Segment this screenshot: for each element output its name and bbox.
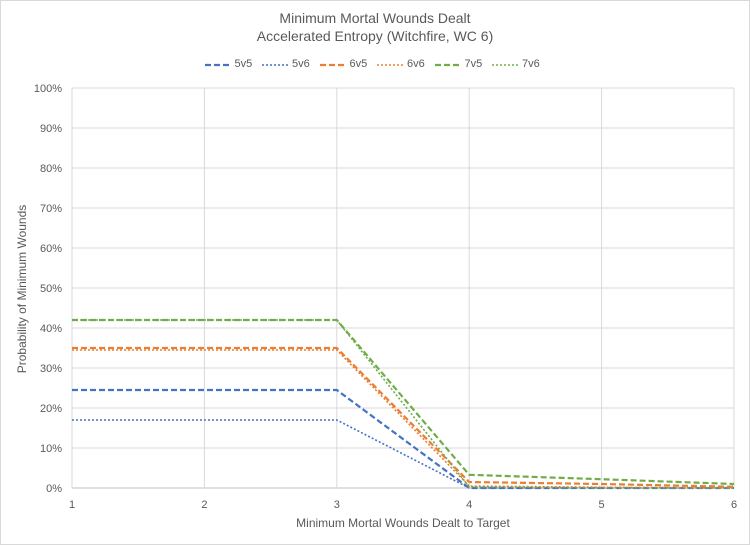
series-line-6v5 [72,346,735,488]
y-tick-label: 70% [40,203,62,215]
series-lines [72,318,735,490]
legend-label: 6v5 [349,58,368,70]
legend-swatch [492,64,518,66]
legend-label: 5v5 [234,58,253,70]
legend-label: 7v6 [522,58,540,70]
legend-label: 6v6 [407,58,425,70]
y-tick-label: 50% [40,283,62,295]
y-tick-label: 30% [40,363,62,375]
chart-subtitle: Accelerated Entropy (Witchfire, WC 6) [256,28,494,44]
legend-swatch [262,64,288,66]
legend-swatch [319,63,346,67]
y-axis-title: Probability of Minimum Wounds [15,205,29,374]
series-line-7v5 [72,318,735,486]
chart-title: Minimum Mortal Wounds Dealt [279,10,471,26]
series-line-7v6 [72,319,734,489]
series-line-6v6 [72,349,735,489]
y-tick-label: 10% [40,443,62,455]
x-tick-label: 2 [201,499,207,511]
x-tick-label: 1 [69,499,75,511]
x-axis-title: Minimum Mortal Wounds Dealt to Target [296,516,510,530]
y-tick-label: 60% [40,243,62,255]
y-tick-label: 90% [40,123,62,135]
y-tick-label: 0% [46,483,62,495]
x-tick-label: 5 [599,499,605,511]
x-tick-label: 6 [731,499,737,511]
x-tick-label: 3 [334,499,340,511]
chart-legend: 5v5 5v6 6v5 6v6 7v5 7v6 [0,57,750,73]
legend-swatch [434,63,461,67]
legend-swatch [377,64,403,66]
series-line-5v6 [72,419,734,489]
y-tick-label: 80% [40,163,62,175]
legend-swatch [204,63,231,67]
legend-label: 7v5 [464,58,483,70]
y-tick-label: 100% [34,83,62,95]
x-tick-label: 4 [466,499,472,511]
legend-label: 5v6 [292,58,310,70]
gridlines [71,87,735,489]
y-tick-label: 20% [40,403,62,415]
series-line-5v5 [72,388,734,490]
tick-labels: 0% 10% 20% 30% 40% 50% 60% 70% 80% 90% 100% 1 2 3 4 5 6 [34,83,737,511]
y-tick-label: 40% [40,323,62,335]
